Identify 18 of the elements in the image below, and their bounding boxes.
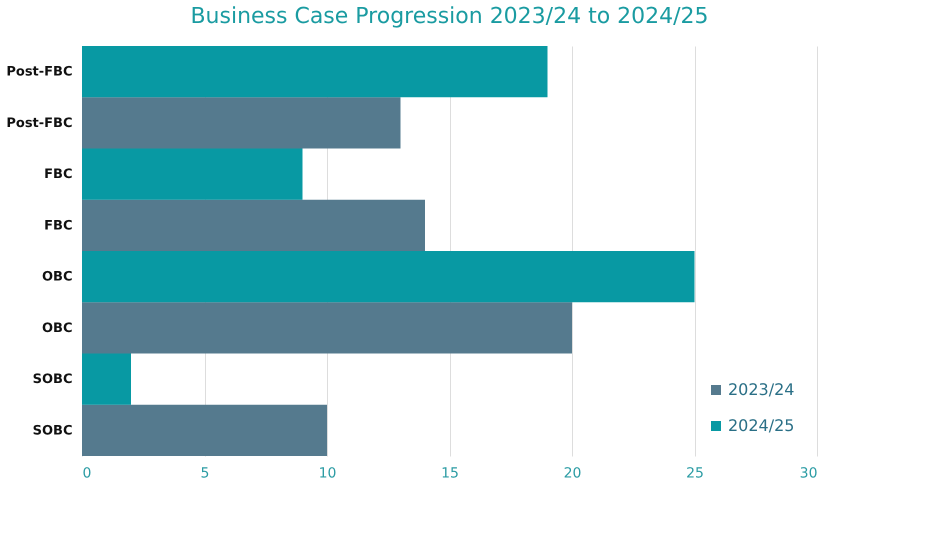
y-tick-label: SOBC (32, 423, 72, 438)
y-tick-label: OBC (42, 270, 72, 285)
x-tick-label: 10 (318, 466, 336, 482)
x-tick-label: 30 (800, 466, 818, 482)
y-tick-label: FBC (44, 218, 72, 234)
x-tick-label: 0 (82, 466, 92, 482)
x-tick-label: 25 (686, 466, 704, 482)
x-tick-label: 5 (200, 466, 210, 482)
y-tick-label: OBC (42, 320, 72, 336)
y-tick-label: Post-FBC (6, 64, 72, 80)
y-tick-label: FBC (44, 167, 72, 182)
y-tick-label: SOBC (32, 372, 72, 388)
legend-label: 2023/24 (728, 380, 794, 399)
x-tick-label: 15 (441, 466, 459, 482)
chart-title: Business Case Progression 2023/24 to 2024/25 (190, 4, 709, 29)
legend-label: 2024/25 (728, 416, 794, 435)
y-tick-label: Post-FBC (6, 116, 72, 131)
x-tick-label: 20 (564, 466, 582, 482)
